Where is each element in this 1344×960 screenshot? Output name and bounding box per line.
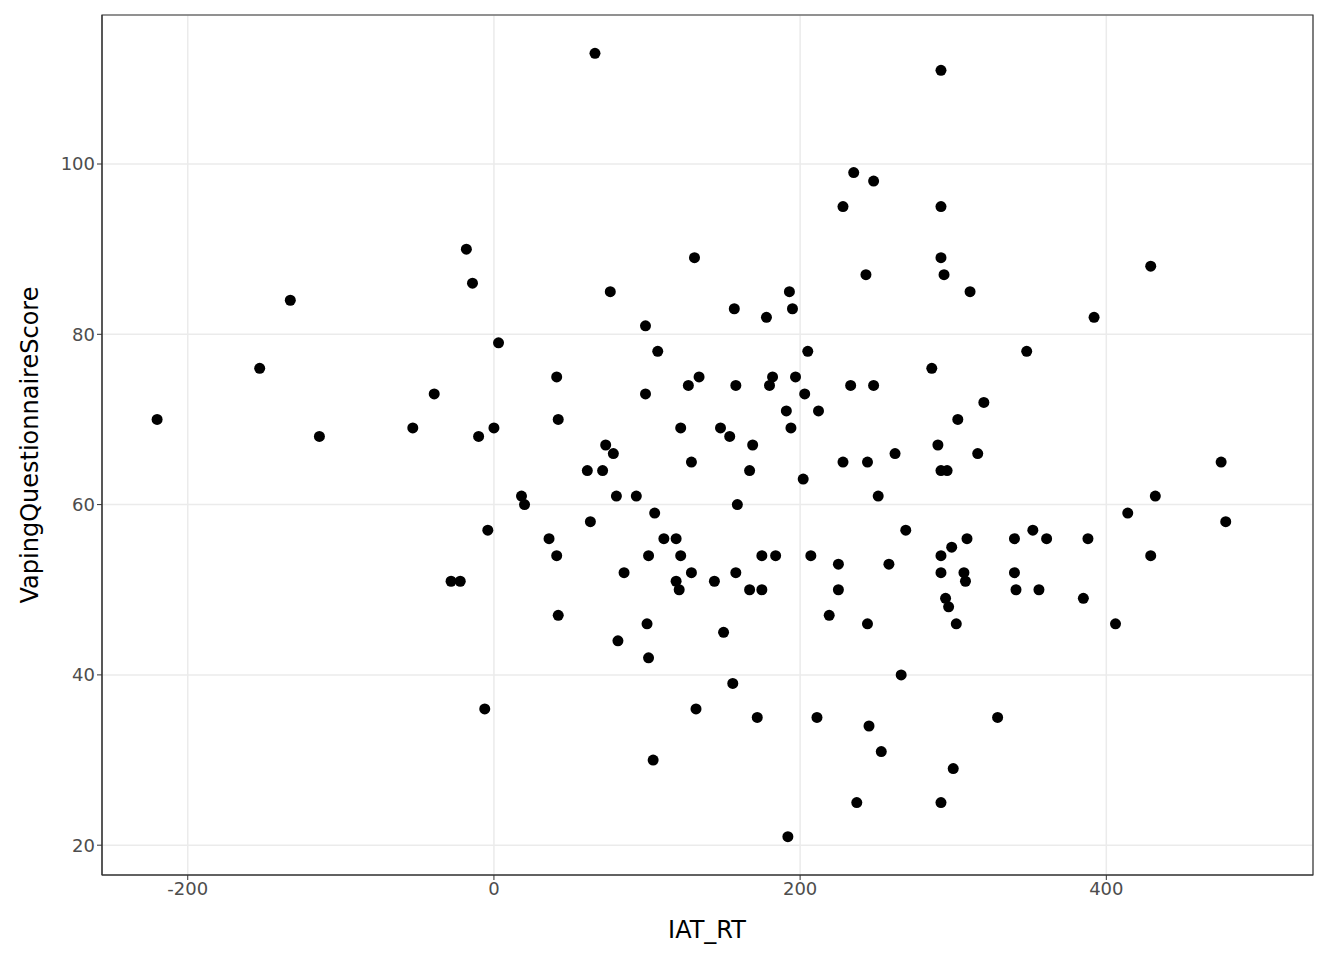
svg-text:0: 0 (488, 878, 499, 899)
html-text:IAT_RT: IAT_RT (668, 916, 746, 944)
svg-text:80: 80 (72, 324, 95, 345)
svg-text:40: 40 (72, 664, 95, 685)
svg-text:20: 20 (72, 835, 95, 856)
svg-text:100: 100 (61, 153, 95, 174)
svg-text:400: 400 (1089, 878, 1123, 899)
svg-text:-200: -200 (167, 878, 208, 899)
html-text:VapingQuestionnaireScore: VapingQuestionnaireScore (16, 286, 44, 604)
svg-text:60: 60 (72, 494, 95, 515)
svg-text:200: 200 (783, 878, 817, 899)
